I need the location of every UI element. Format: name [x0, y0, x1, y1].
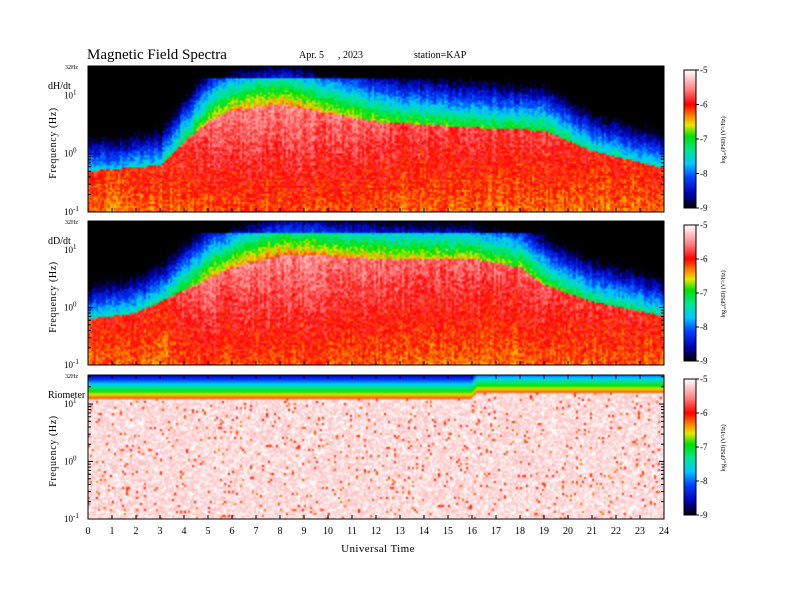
spectrogram-heatmap	[88, 66, 664, 212]
y-axis-label: Frequency (Hz)	[48, 415, 59, 486]
x-tick-label: 0	[86, 526, 91, 537]
spectrogram-heatmap	[88, 221, 664, 365]
spectrogram-heatmap	[88, 375, 664, 519]
x-tick-label: 4	[182, 526, 187, 537]
date-month: Apr. 5	[299, 50, 324, 61]
colorbar-label: log₁₀(PSD) (V²/Hz)	[720, 424, 727, 471]
colorbar-tick-label: -5	[700, 374, 708, 384]
x-tick-label: 16	[467, 526, 477, 537]
x-tick-label: 6	[230, 526, 235, 537]
panel-label: Riometer	[48, 390, 86, 401]
colorbar-tick-label: -9	[700, 356, 708, 366]
x-tick-label: 5	[206, 526, 211, 537]
y-top-label: 32Hz	[65, 65, 78, 71]
colorbar-tick-label: -7	[700, 288, 708, 298]
y-axis-label: Frequency (Hz)	[48, 107, 59, 178]
panel-label: dD/dt	[48, 236, 71, 247]
colorbar-label: log₁₀(PSD) (V²/Hz)	[720, 116, 727, 163]
x-tick-label: 9	[302, 526, 307, 537]
spectrogram-panel-1: dH/dt Frequency (Hz) 32Hz 101 100 10-1 -5 -6 -7 -…	[48, 65, 727, 217]
x-tick-label: 14	[419, 526, 429, 537]
colorbar-tick-label: -8	[700, 476, 708, 486]
colorbar-tick-label: -8	[700, 169, 708, 179]
y-tick-label: 10-1	[64, 512, 79, 524]
colorbar-tick-label: -6	[700, 100, 708, 110]
station-label: station=KAP	[414, 50, 467, 61]
x-axis-label: Universal Time	[341, 543, 415, 555]
x-tick-label: 3	[158, 526, 163, 537]
figure-title: Magnetic Field Spectra	[87, 47, 227, 63]
universal-time-axis: 0 1 2 3 4 5 6 7 8 9 10 11 12 13 14 15 16 17 18 19 20 21 22 23 24	[86, 526, 670, 537]
y-tick-label: 100	[64, 455, 77, 467]
colorbar-tick-label: -5	[700, 220, 708, 230]
colorbar-tick-label: -6	[700, 254, 708, 264]
x-tick-label: 19	[539, 526, 549, 537]
x-tick-label: 1	[110, 526, 115, 537]
x-tick-label: 22	[611, 526, 621, 537]
spectrogram-panel-3: Riometer Frequency (Hz) 32Hz 101 100 10-1 -5 -6…	[48, 374, 727, 524]
colorbar	[683, 224, 697, 362]
x-tick-label: 20	[563, 526, 573, 537]
colorbar-label: log₁₀(PSD) (V²/Hz)	[720, 270, 727, 317]
colorbar-tick-label: -9	[700, 203, 708, 213]
y-tick-label: 100	[64, 147, 77, 159]
x-tick-label: 17	[491, 526, 501, 537]
y-axis-label: Frequency (Hz)	[48, 261, 59, 332]
y-tick-label: 10-1	[64, 358, 79, 370]
panel-label: dH/dt	[48, 81, 71, 92]
colorbar-tick-label: -7	[700, 442, 708, 452]
colorbar-tick-label: -9	[700, 510, 708, 520]
x-tick-label: 10	[323, 526, 333, 537]
y-tick-label: 101	[64, 88, 77, 100]
x-tick-label: 24	[659, 526, 669, 537]
x-tick-label: 23	[635, 526, 645, 537]
colorbar-tick-label: -6	[700, 408, 708, 418]
x-tick-label: 8	[278, 526, 283, 537]
y-tick-label: 100	[64, 301, 77, 313]
x-tick-label: 11	[347, 526, 357, 537]
spectrogram-panels: dH/dt Frequency (Hz) 32Hz 101 100 10-1 -5 -6 -7 -…	[48, 65, 727, 524]
y-tick-label: 101	[64, 243, 77, 255]
y-tick-label: 101	[64, 397, 77, 409]
x-tick-label: 2	[134, 526, 139, 537]
x-tick-label: 21	[587, 526, 597, 537]
colorbar-tick-label: -5	[700, 65, 708, 75]
colorbar	[683, 378, 697, 516]
y-tick-label: 10-1	[64, 205, 79, 217]
x-tick-label: 15	[443, 526, 453, 537]
y-top-label: 32Hz	[65, 220, 78, 226]
x-tick-label: 13	[395, 526, 405, 537]
date-year: , 2023	[338, 50, 363, 61]
colorbar-tick-label: -7	[700, 134, 708, 144]
colorbar-tick-label: -8	[700, 322, 708, 332]
x-tick-label: 18	[515, 526, 525, 537]
x-tick-label: 12	[371, 526, 381, 537]
spectrogram-panel-2: dD/dt Frequency (Hz) 32Hz 101 100 10-1 -5 -6 -7 -…	[48, 220, 727, 370]
colorbar	[683, 69, 697, 209]
x-tick-label: 7	[254, 526, 259, 537]
y-top-label: 32Hz	[65, 374, 78, 380]
